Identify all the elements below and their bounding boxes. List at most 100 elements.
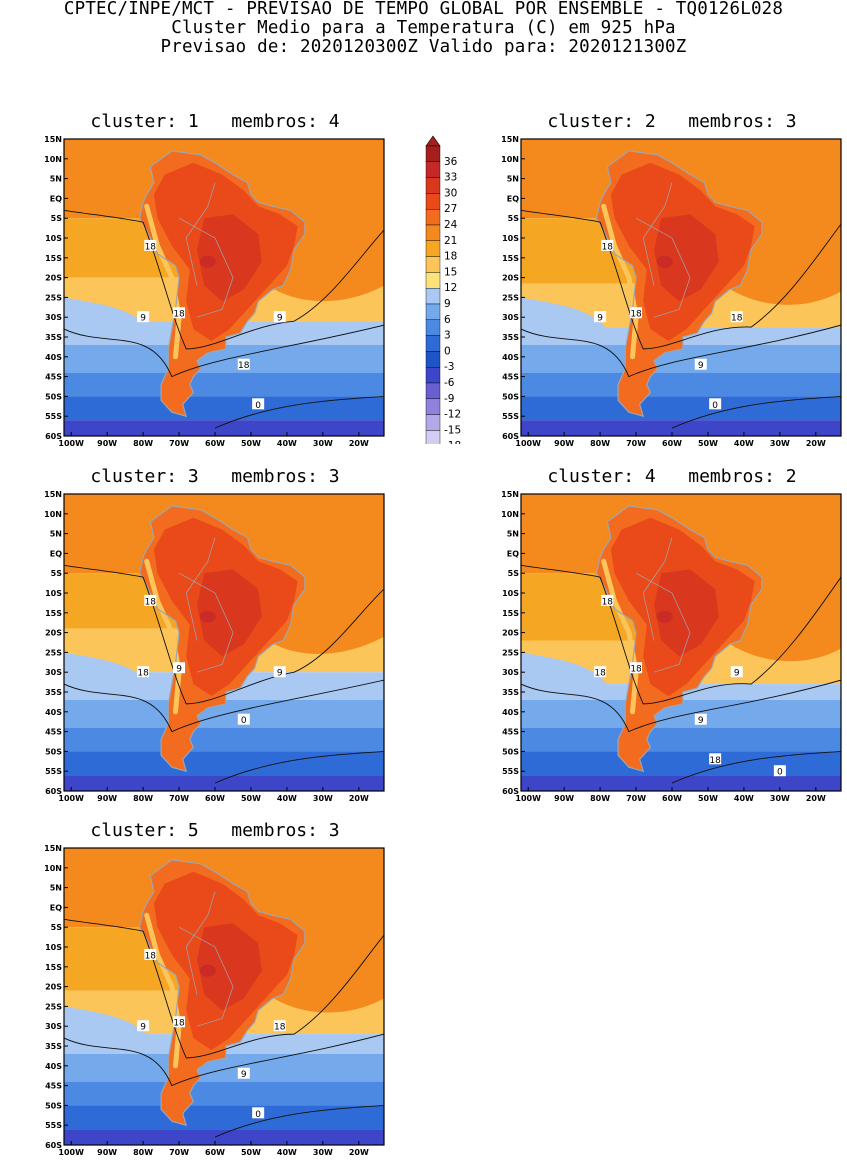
- lat-tick-label: 40S: [502, 353, 519, 362]
- lon-tick-label: 70W: [626, 794, 646, 803]
- legend-level-label: 6: [444, 314, 451, 326]
- contour-label-bg: [137, 1020, 150, 1032]
- lat-tick-label: 20S: [45, 983, 62, 992]
- lat-tick-label: 20S: [45, 629, 62, 638]
- legend-swatch: [425, 382, 441, 400]
- lat-tick-label: 5N: [50, 530, 62, 539]
- lat-tick-label: 5S: [51, 923, 63, 932]
- lat-tick-label: 10N: [501, 510, 519, 519]
- contour-label-bg: [694, 358, 707, 370]
- lat-tick-label: 50S: [502, 747, 519, 756]
- lon-tick-label: 30W: [770, 794, 790, 803]
- lat-tick-label: 60S: [45, 1141, 62, 1150]
- contour-label: 9: [176, 665, 182, 675]
- lon-tick-label: 90W: [97, 439, 117, 448]
- contour-label: 18: [173, 1019, 185, 1029]
- panel-title: cluster: 5 membros: 3: [90, 820, 340, 841]
- lat-tick-label: 30S: [45, 668, 62, 677]
- lat-tick-label: 45S: [45, 1082, 62, 1091]
- lat-tick-label: 30S: [45, 313, 62, 322]
- header-line-1: CPTEC/INPE/MCT - PREVISAO DE TEMPO GLOBA…: [63, 0, 784, 19]
- lat-tick-label: 35S: [45, 1042, 62, 1051]
- lat-tick-label: 30S: [502, 313, 519, 322]
- lon-tick-label: 50W: [241, 794, 261, 803]
- lat-tick-label: 5S: [508, 214, 520, 223]
- lat-tick-label: 25S: [45, 648, 62, 657]
- contour-label-bg: [730, 311, 743, 323]
- contour-label-bg: [252, 398, 265, 410]
- lat-tick-label: 35S: [502, 333, 519, 342]
- map-panel-cluster-3: cluster: 3 membros: 3 18 9 18 9 0 15N 10N 5N EQ 5…: [35, 467, 395, 807]
- lat-tick-label: 10N: [44, 864, 62, 873]
- lat-tick-label: 50S: [45, 1101, 62, 1110]
- legend-swatch: [425, 414, 441, 431]
- lat-tick-label: EQ: [50, 549, 62, 558]
- map-plot: 18 18 9 18 9 0 15N 10N 5N EQ 5S 10S 15S 20S 25S 30S 35S 4…: [44, 844, 385, 1157]
- legend-swatch: [425, 208, 441, 226]
- lon-tick-label: 80W: [133, 1148, 153, 1157]
- lon-tick-label: 100W: [58, 439, 84, 448]
- contour-label-bg: [594, 311, 607, 323]
- legend-level-label: 9: [444, 298, 451, 310]
- lon-tick-label: 20W: [349, 439, 369, 448]
- header-line-3: Previsao de: 2020120300Z Valido para: 20…: [160, 37, 687, 57]
- legend-level-label: 12: [444, 282, 457, 294]
- lon-tick-label: 80W: [133, 439, 153, 448]
- lat-tick-label: 50S: [45, 747, 62, 756]
- lat-tick-label: 40S: [45, 708, 62, 717]
- figure-header: CPTEC/INPE/MCT - PREVISAO DE TEMPO GLOBA…: [0, 0, 847, 57]
- lon-tick-label: 90W: [554, 439, 574, 448]
- contour-label: 9: [140, 314, 146, 324]
- contour-label-bg: [173, 307, 186, 319]
- lat-tick-label: 5N: [50, 884, 62, 893]
- panel-title: cluster: 2 membros: 3: [547, 111, 797, 132]
- contour-label-bg: [694, 713, 707, 725]
- lat-tick-label: 10N: [501, 155, 519, 164]
- contour-label-bg: [237, 713, 250, 725]
- legend-level-label: -18: [444, 440, 461, 444]
- lon-tick-label: 40W: [734, 794, 754, 803]
- lon-tick-label: 80W: [590, 794, 610, 803]
- map-plot: 18 18 18 9 9 18 0 15N 10N 5N EQ 5S 10S 15S 20S 25S 30S 35…: [501, 490, 842, 803]
- lat-tick-label: 15S: [45, 254, 62, 263]
- lon-tick-label: 30W: [313, 794, 333, 803]
- lon-tick-label: 50W: [698, 794, 718, 803]
- lon-tick-label: 40W: [277, 794, 297, 803]
- panel-title: cluster: 4 membros: 2: [547, 466, 797, 487]
- contour-label: 0: [777, 768, 783, 778]
- legend-level-label: -6: [444, 377, 455, 389]
- contour-label-bg: [773, 765, 786, 777]
- contour-label: 0: [241, 716, 247, 726]
- lat-tick-label: 10S: [502, 234, 519, 243]
- legend-level-label: 15: [444, 266, 457, 278]
- contour-label-bg: [630, 662, 643, 674]
- contour-label: 18: [145, 597, 157, 607]
- lon-tick-label: 40W: [277, 439, 297, 448]
- lat-tick-label: 15S: [45, 609, 62, 618]
- legend-level-label: 30: [444, 187, 457, 199]
- contour-label-bg: [730, 666, 743, 678]
- lon-tick-label: 20W: [349, 794, 369, 803]
- lon-tick-label: 20W: [806, 439, 826, 448]
- lon-tick-label: 50W: [241, 1148, 261, 1157]
- legend-swatch: [425, 287, 441, 305]
- contour-label: 18: [602, 242, 614, 252]
- lat-tick-label: 15N: [501, 490, 519, 499]
- lat-tick-label: 55S: [45, 412, 62, 421]
- contour-label: 18: [137, 669, 149, 679]
- contour-label-bg: [137, 666, 150, 678]
- lat-tick-label: 60S: [45, 432, 62, 441]
- legend-level-label: 33: [444, 172, 457, 184]
- lat-tick-label: EQ: [50, 903, 62, 912]
- map-plot: 18 18 9 9 18 0 15N 10N 5N EQ 5S 10S 15S 20S 25S 30S 35S 4…: [44, 135, 385, 448]
- legend-swatch: [425, 351, 441, 368]
- lat-tick-label: 15N: [44, 844, 62, 853]
- legend-swatch: [425, 193, 441, 210]
- legend-swatch: [425, 161, 441, 178]
- lon-tick-label: 80W: [590, 439, 610, 448]
- contour-label-bg: [273, 666, 286, 678]
- lon-tick-label: 60W: [205, 1148, 225, 1157]
- lon-tick-label: 90W: [97, 794, 117, 803]
- lat-tick-label: 55S: [502, 412, 519, 421]
- lat-tick-label: 25S: [45, 1002, 62, 1011]
